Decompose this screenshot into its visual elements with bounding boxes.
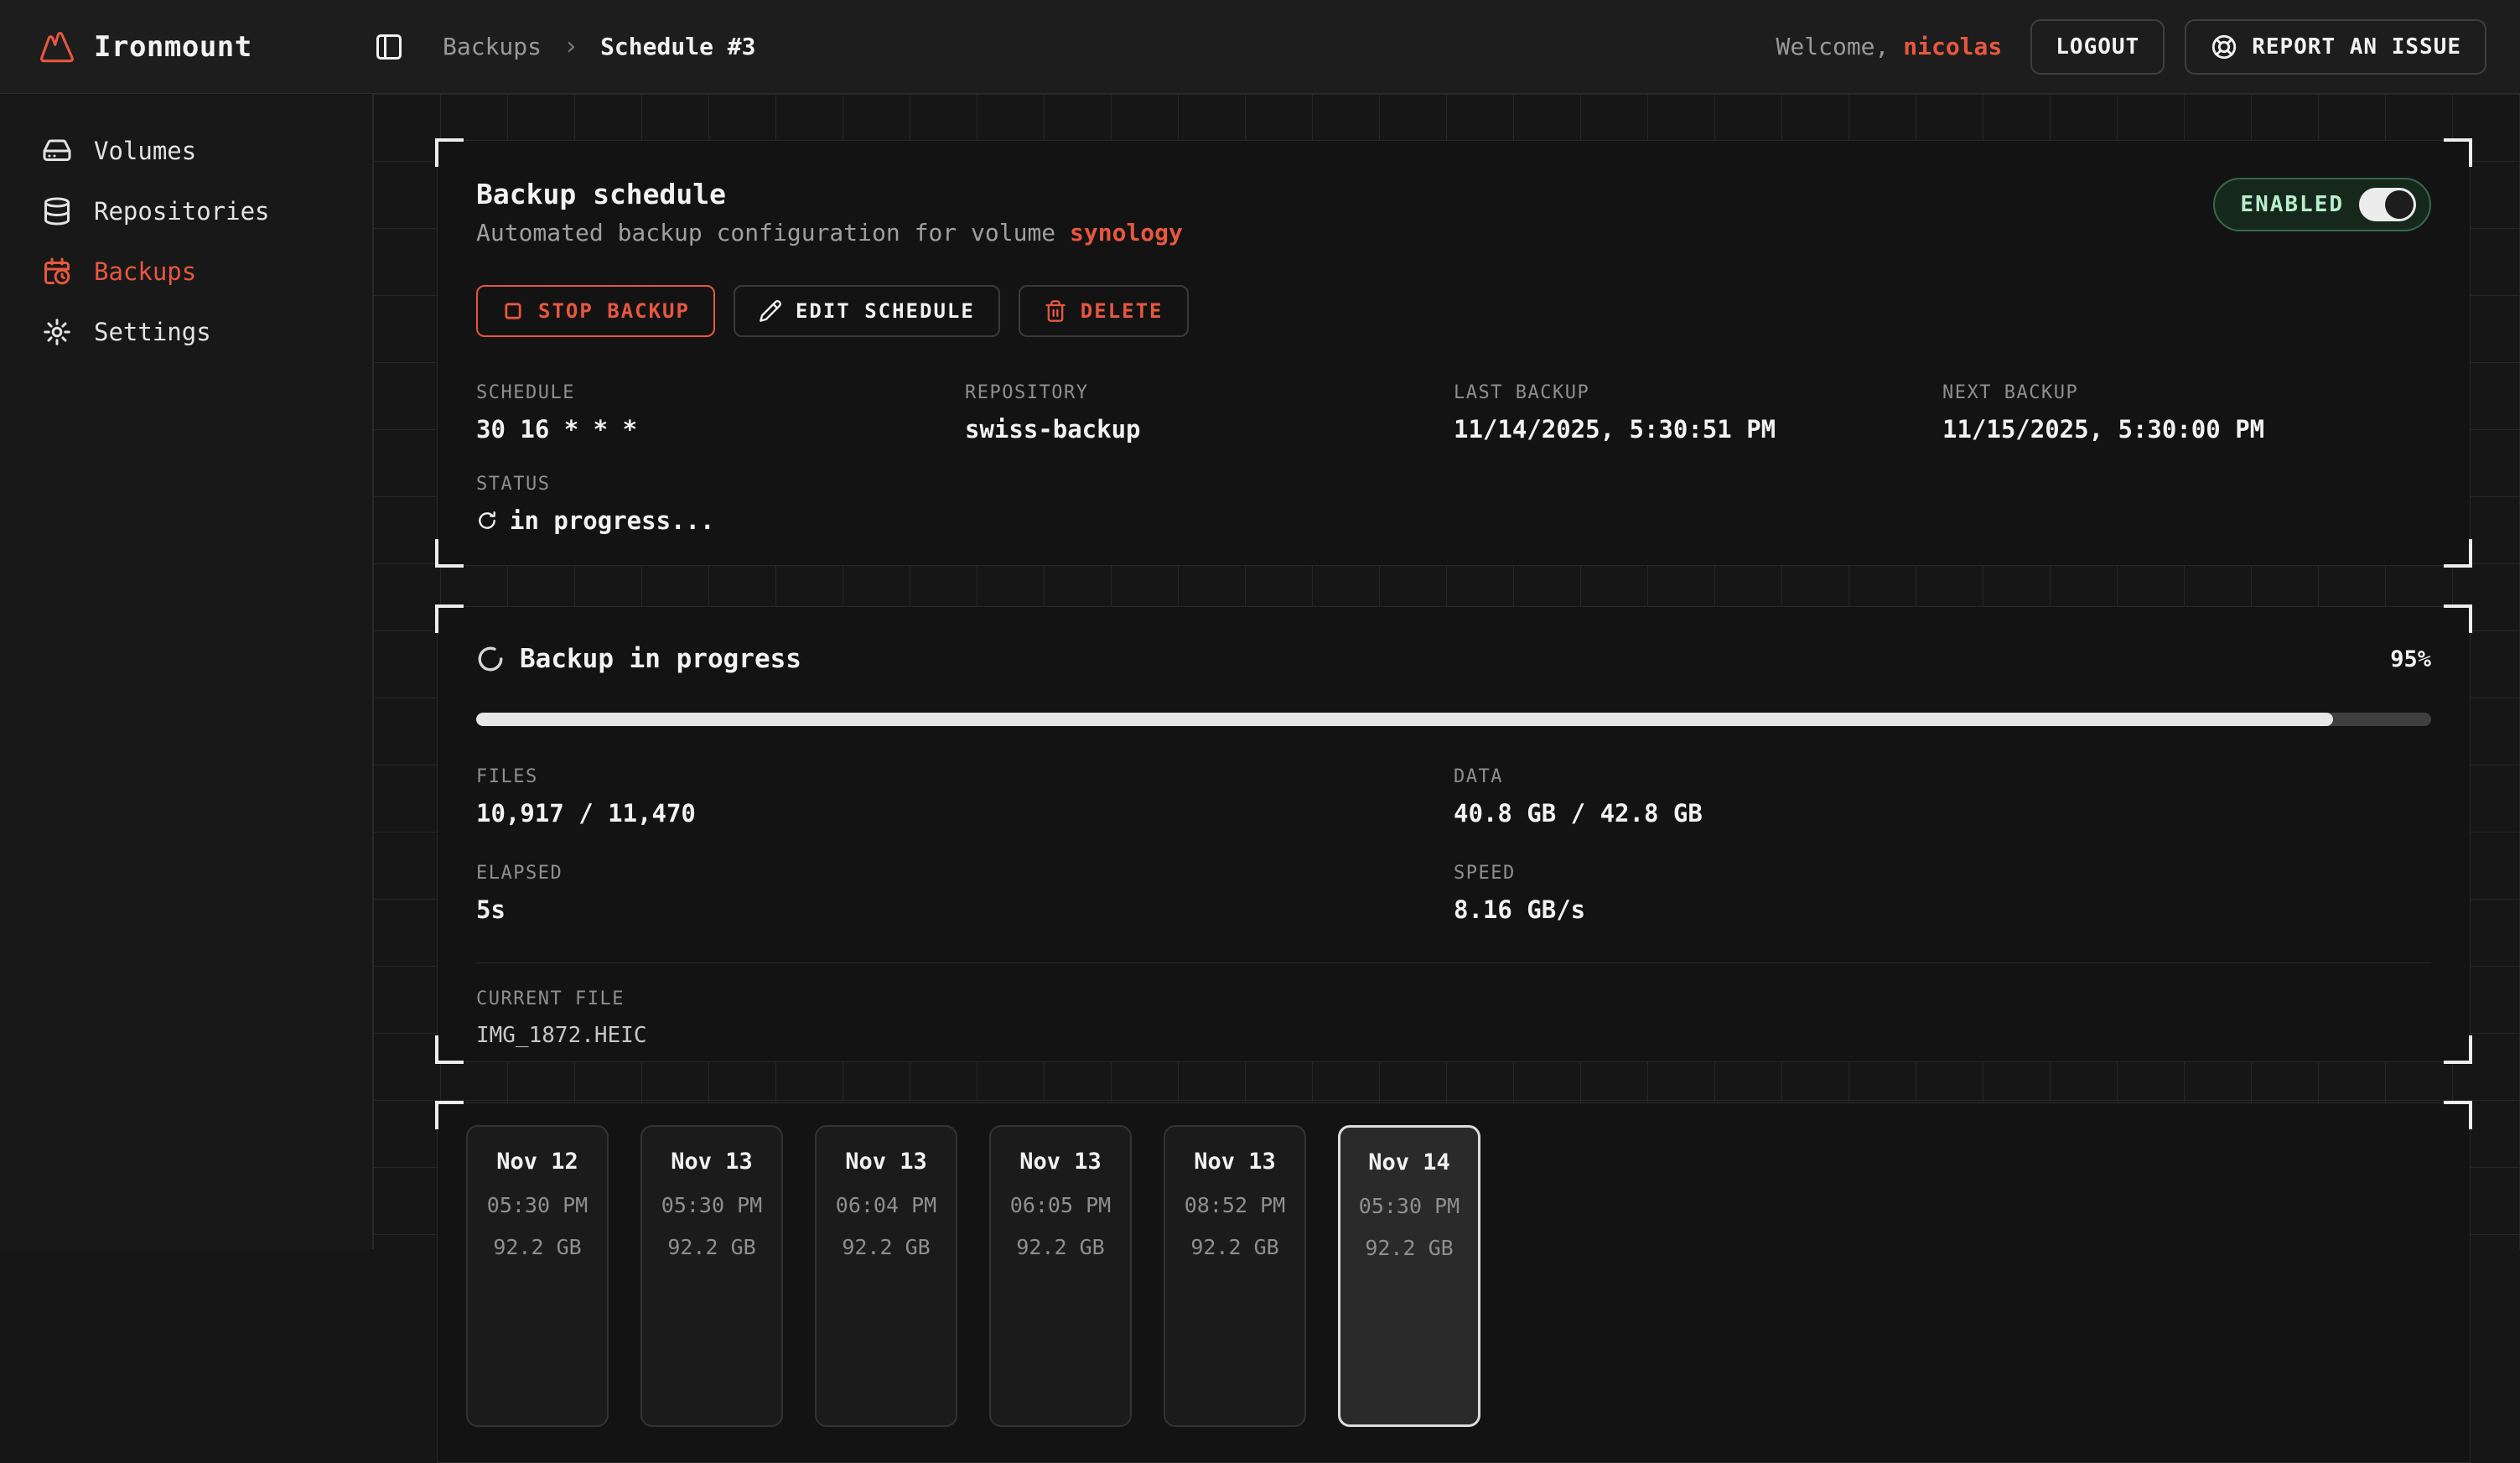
schedule-fields: SCHEDULE 30 16 * * * REPOSITORY swiss-ba…: [476, 382, 2431, 444]
snapshots-card: Nov 12 05:30 PM 92.2 GB Nov 13 05:30 PM …: [437, 1102, 2471, 1463]
enabled-toggle[interactable]: ENABLED: [2213, 178, 2431, 231]
refresh-spinner-icon: [476, 510, 498, 532]
stat-files: FILES 10,917 / 11,470: [476, 766, 1454, 827]
sidebar-item-label: Volumes: [94, 137, 196, 165]
breadcrumb-page: Schedule #3: [600, 33, 755, 60]
main-content: Backup schedule Automated backup configu…: [373, 94, 2520, 1249]
progress-percent: 95%: [2390, 646, 2431, 672]
current-file: CURRENT FILE IMG_1872.HEIC: [476, 988, 2431, 1048]
enabled-label: ENABLED: [2240, 192, 2344, 217]
stat-elapsed: ELAPSED 5s: [476, 863, 1454, 924]
calendar-clock-icon: [42, 257, 72, 287]
toggle-knob: [2385, 190, 2414, 219]
sidebar-item-repositories[interactable]: Repositories: [0, 181, 372, 241]
field-repository: REPOSITORY swiss-backup: [965, 382, 1454, 444]
snapshot-item[interactable]: Nov 12 05:30 PM 92.2 GB: [466, 1125, 609, 1427]
backup-progress-card: Backup in progress 95% FILES 10,917 / 11…: [437, 606, 2471, 1062]
sidebar-toggle-icon[interactable]: [374, 32, 404, 62]
stat-speed: SPEED 8.16 GB/s: [1454, 863, 2431, 924]
snapshot-item[interactable]: Nov 13 06:05 PM 92.2 GB: [989, 1125, 1132, 1427]
stop-backup-button[interactable]: STOP BACKUP: [476, 285, 715, 337]
progress-title: Backup in progress: [520, 644, 801, 674]
pencil-icon: [759, 299, 782, 323]
sidebar-item-label: Settings: [94, 318, 211, 346]
card-subtitle: Automated backup configuration for volum…: [476, 219, 1183, 246]
lifebuoy-icon: [2210, 33, 2238, 61]
loader-spinner-icon: [476, 645, 505, 673]
sidebar-item-backups[interactable]: Backups: [0, 241, 372, 302]
field-last-backup: LAST BACKUP 11/14/2025, 5:30:51 PM: [1454, 382, 1942, 444]
brand: Ironmount: [39, 29, 374, 65]
field-next-backup: NEXT BACKUP 11/15/2025, 5:30:00 PM: [1942, 382, 2431, 444]
topbar: Ironmount Backups › Schedule #3 Welcome,…: [0, 0, 2520, 94]
sidebar: Volumes Repositories Backups Settings: [0, 94, 373, 1249]
logout-button[interactable]: LOGOUT: [2030, 19, 2165, 75]
snapshot-item-selected[interactable]: Nov 14 05:30 PM 92.2 GB: [1338, 1125, 1480, 1427]
card-title: Backup schedule: [476, 178, 1183, 210]
hard-drive-icon: [42, 136, 72, 166]
field-schedule: SCHEDULE 30 16 * * *: [476, 382, 965, 444]
sidebar-item-label: Repositories: [94, 197, 270, 226]
stat-data: DATA 40.8 GB / 42.8 GB: [1454, 766, 2431, 827]
sidebar-item-volumes[interactable]: Volumes: [0, 121, 372, 181]
toggle-switch[interactable]: [2359, 188, 2416, 221]
sidebar-item-settings[interactable]: Settings: [0, 302, 372, 362]
progress-stats: FILES 10,917 / 11,470 DATA 40.8 GB / 42.…: [476, 766, 2431, 924]
username: nicolas: [1903, 33, 2002, 60]
status-text: in progress...: [510, 506, 714, 535]
edit-schedule-button[interactable]: EDIT SCHEDULE: [734, 285, 1000, 337]
backup-schedule-card: Backup schedule Automated backup configu…: [437, 140, 2471, 566]
database-icon: [42, 196, 72, 226]
gear-icon: [42, 317, 72, 347]
report-issue-button[interactable]: REPORT AN ISSUE: [2185, 19, 2486, 75]
snapshot-item[interactable]: Nov 13 06:04 PM 92.2 GB: [815, 1125, 957, 1427]
progress-bar: [476, 713, 2431, 726]
breadcrumb-section[interactable]: Backups: [443, 33, 542, 60]
welcome-text: Welcome, nicolas: [1776, 33, 2003, 60]
snapshot-item[interactable]: Nov 13 05:30 PM 92.2 GB: [640, 1125, 783, 1427]
trash-icon: [1044, 299, 1067, 323]
breadcrumb: Backups › Schedule #3: [443, 32, 756, 61]
sidebar-item-label: Backups: [94, 257, 196, 286]
mountain-logo-icon: [39, 29, 75, 65]
current-file-name: IMG_1872.HEIC: [476, 1023, 2431, 1048]
volume-name: synology: [1070, 219, 1183, 246]
breadcrumb-separator: ›: [563, 32, 578, 61]
stop-icon: [501, 299, 525, 323]
divider: [476, 962, 2431, 963]
snapshot-item[interactable]: Nov 13 08:52 PM 92.2 GB: [1164, 1125, 1306, 1427]
delete-button[interactable]: DELETE: [1019, 285, 1189, 337]
app-title: Ironmount: [94, 30, 252, 64]
field-status: STATUS in progress...: [476, 474, 2431, 535]
snapshot-list: Nov 12 05:30 PM 92.2 GB Nov 13 05:30 PM …: [466, 1125, 2441, 1427]
progress-bar-fill: [476, 713, 2333, 726]
